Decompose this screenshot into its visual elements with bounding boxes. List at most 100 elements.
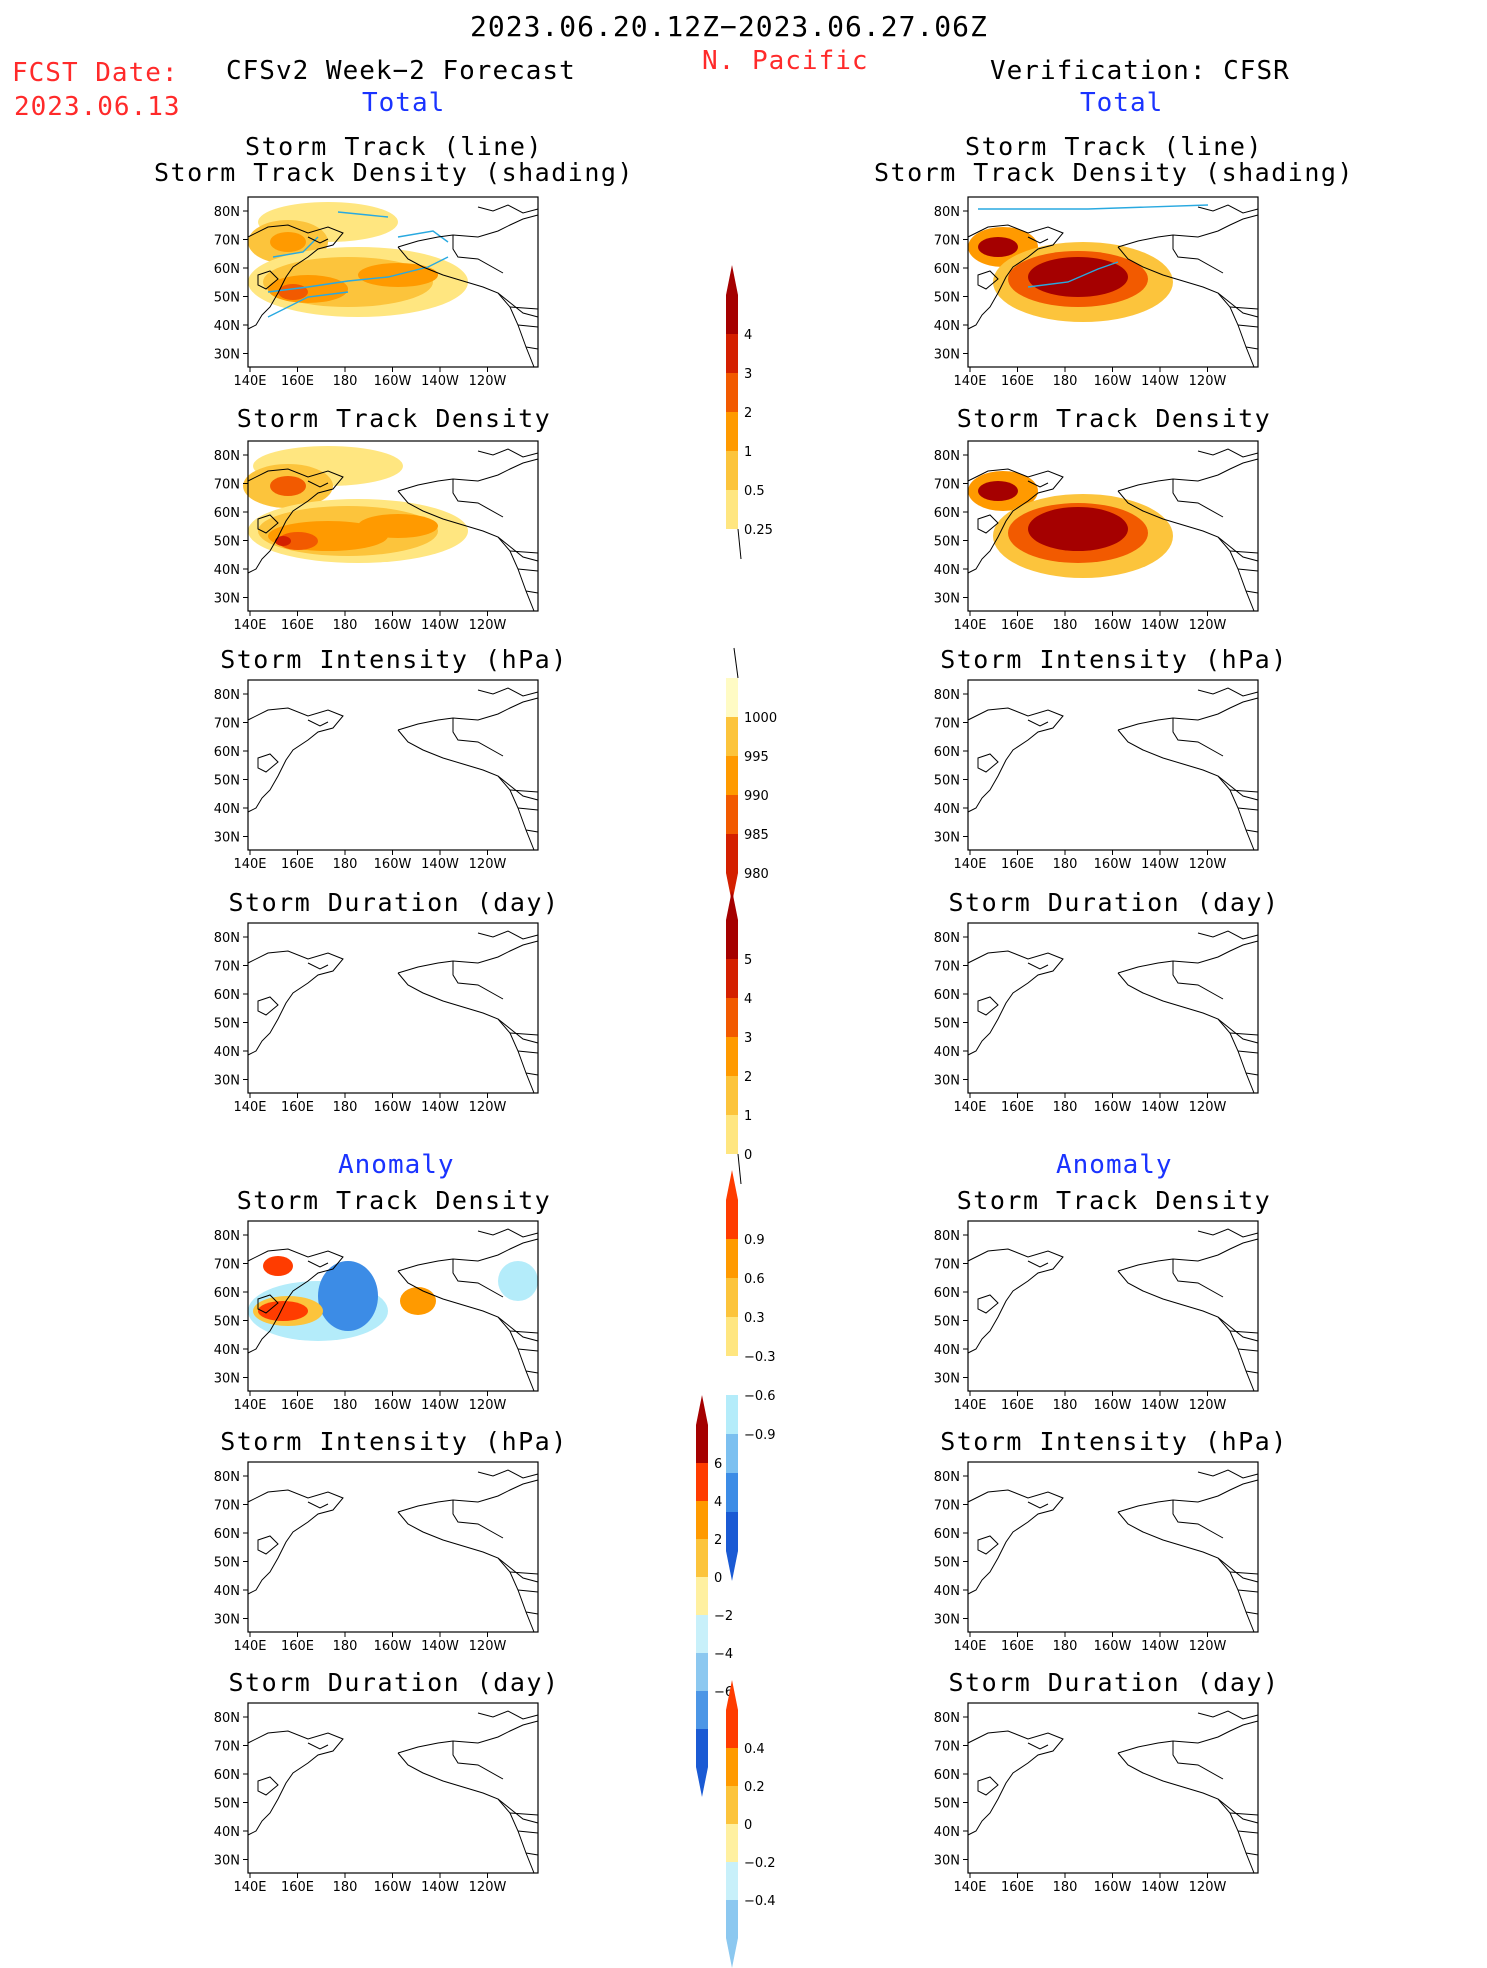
colorbar-arrow-top [726,1170,738,1200]
shading-region [270,476,306,496]
colorbar-swatch [726,295,738,334]
colorbar-duration-anom: 0.4 0.2 0 −0.2 −0.4 [726,1680,776,1968]
lon-tick-label: 160E [281,618,314,633]
lon-tick-label: 120W [469,618,507,633]
colorbar-arrow-top [726,265,738,295]
coastline [977,1294,999,1314]
coastline [1197,448,1259,458]
coastline [452,1259,504,1298]
colorbar-tick-label: −0.6 [744,1389,776,1404]
storm-track-line [267,291,349,318]
coastline [967,224,1064,330]
lat-tick-label: 40N [934,802,960,817]
lat-tick-label: 50N [214,774,240,789]
colorbar-swatch [726,1200,738,1239]
left-anom-density-title: Storm Track Density [236,1186,552,1215]
lon-tick-label: 180 [1053,1100,1078,1115]
colorbar-tick-label: 990 [744,789,769,804]
colorbar-swatch [726,920,738,959]
coastline [517,324,539,328]
coastline [1237,807,1259,811]
coastline [452,1500,504,1539]
coastline [1245,590,1259,594]
lat-tick-label: 60N [214,1768,240,1783]
coastline [1217,292,1259,318]
shading-region [275,536,291,546]
lon-tick-label: 180 [333,618,358,633]
map-frame [247,679,539,851]
coastline [967,1248,1064,1354]
colorbar-density-total: 4 3 2 1 0.5 0.25 [726,265,773,560]
coastline [397,458,539,492]
lon-tick-label: 160E [1001,618,1034,633]
lat-tick-label: 50N [934,1556,960,1571]
lon-tick-label: 160W [374,1639,412,1654]
coastline [1237,568,1259,572]
colorbar-tick-label: 0 [714,1571,722,1586]
lat-tick-label: 30N [214,831,240,846]
lon-tick-label: 140W [1141,1880,1179,1895]
lat-tick-label: 70N [934,478,960,493]
lon-tick-label: 160E [1001,857,1034,872]
lon-tick-label: 120W [469,857,507,872]
coastline [517,568,539,572]
lon-tick-label: 140E [953,857,986,872]
lon-tick-label: 160W [1094,1100,1132,1115]
coastline [1217,1018,1259,1044]
coastline [1117,246,1255,368]
coastline [497,292,539,318]
coastline [1245,829,1259,833]
coastline [1027,1501,1049,1509]
coastline [452,235,504,274]
coastline [1229,1571,1259,1575]
colorbar-tick-label: 0.6 [744,1272,765,1287]
colorbar-swatch [696,1425,708,1463]
right-density-title: Storm Track Density [956,404,1272,433]
lat-tick-label: 80N [214,688,240,703]
coastline [1229,1812,1259,1816]
date-range: 2023.06.20.12Z−2023.06.27.06Z [470,10,988,43]
colorbar-intensity-anom: 6 4 2 0 −2 −4 −6 [696,1395,733,1797]
coastline [1117,697,1259,731]
lon-tick-label: 140E [953,1639,986,1654]
lat-tick-label: 60N [934,988,960,1003]
lon-tick-label: 160W [374,1100,412,1115]
coastline [1229,789,1259,793]
colorbar-swatch [726,1356,738,1395]
lon-tick-label: 140E [233,1398,266,1413]
coastline [1117,1238,1259,1272]
storm-track-line [397,230,449,243]
colorbar-tick-label: 4 [744,328,752,343]
colorbar-tick-label: 0.3 [744,1311,765,1326]
coastline [452,718,504,757]
coastline [1027,236,1049,244]
coastline [1245,1370,1259,1374]
lat-tick-label: 30N [214,1854,240,1869]
coastline [977,1535,999,1555]
lon-tick-label: 140W [1141,1398,1179,1413]
lon-tick-label: 180 [333,857,358,872]
coastline [247,468,344,574]
colorbar-swatch [726,756,738,795]
lon-tick-label: 160E [281,857,314,872]
lat-tick-label: 40N [214,1343,240,1358]
map-frame [247,1702,539,1874]
colorbar-swatch [726,1115,738,1154]
lat-tick-label: 50N [214,291,240,306]
lon-tick-label: 120W [1189,374,1227,389]
lat-tick-label: 70N [214,1740,240,1755]
lon-tick-label: 140E [953,1398,986,1413]
lat-tick-label: 80N [214,1711,240,1726]
lat-tick-label: 50N [214,1017,240,1032]
colorbar-tick-label: 0.4 [744,1742,765,1757]
coastline [525,1611,539,1615]
colorbar-tick-label: 4 [714,1495,722,1510]
right-anom-intensity-map: 80N 70N 60N 50N 40N 30N 140E 160E 180 160W 140W 120… [934,1461,1259,1654]
colorbar-duration-total: 5 4 3 2 1 0 [726,890,752,1185]
coastline [497,1557,539,1583]
coastline [1172,1259,1224,1298]
coastline [1217,1557,1259,1583]
coastline [977,1776,999,1796]
lat-tick-label: 60N [934,1527,960,1542]
colorbar-arrow-top [696,1395,708,1425]
